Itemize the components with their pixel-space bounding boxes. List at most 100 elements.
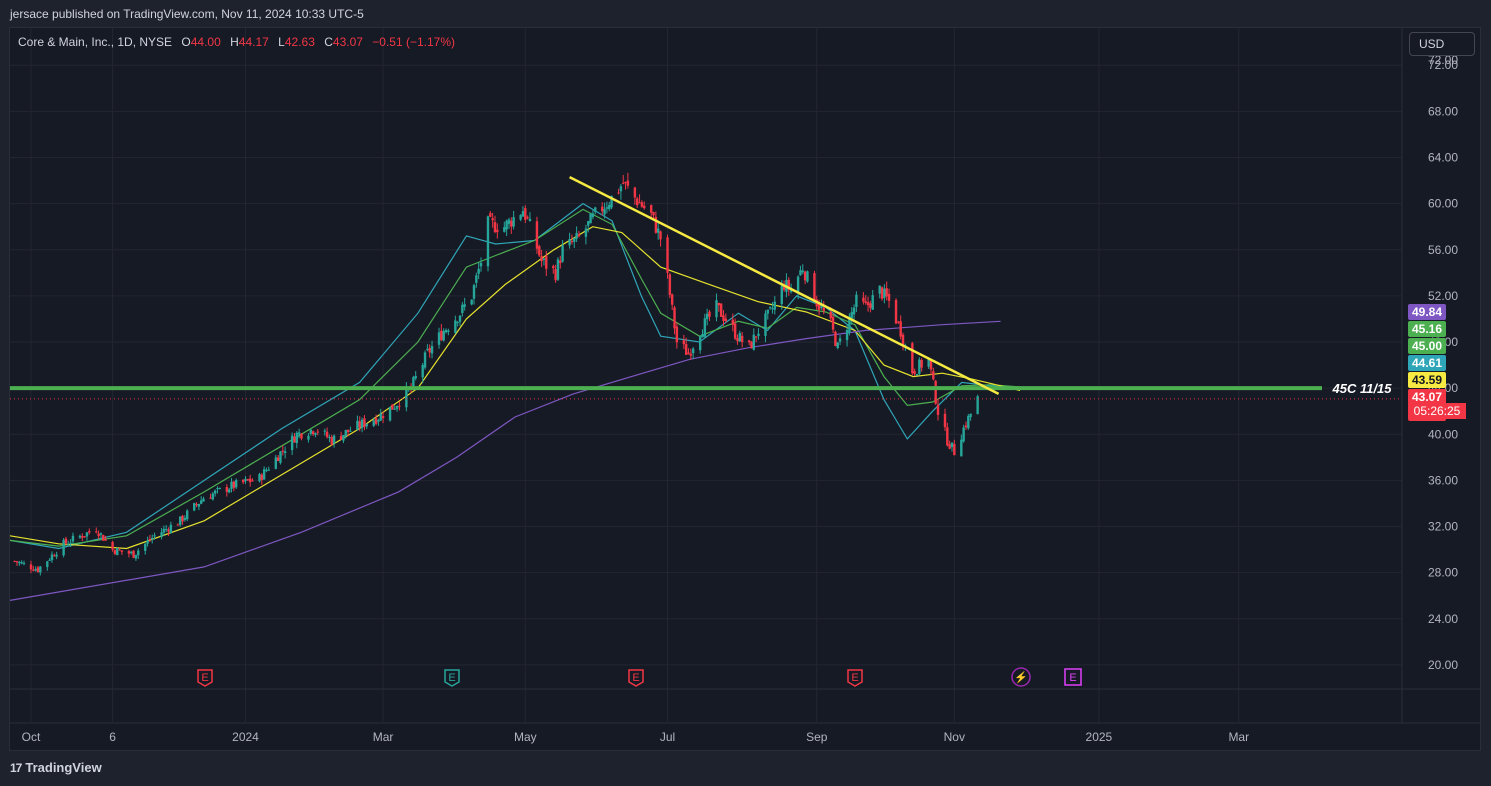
candle-body bbox=[118, 549, 121, 551]
candle-body bbox=[20, 562, 23, 564]
candle-body bbox=[179, 516, 182, 525]
candle bbox=[738, 330, 742, 342]
candle bbox=[932, 367, 935, 381]
candle bbox=[120, 550, 124, 555]
candle-body bbox=[936, 404, 940, 415]
legend-change: −0.51 (−1.17%) bbox=[372, 35, 456, 49]
candle bbox=[267, 466, 271, 472]
candle-body bbox=[708, 311, 711, 317]
candle-body bbox=[393, 408, 396, 410]
price-badge-bg bbox=[1408, 338, 1446, 354]
candle-body bbox=[365, 423, 368, 427]
earnings-event-icon[interactable]: E bbox=[847, 669, 863, 687]
candle-body bbox=[176, 524, 180, 526]
candle bbox=[799, 265, 802, 276]
candle-body bbox=[55, 554, 58, 557]
candle-body bbox=[722, 315, 725, 321]
candle-body bbox=[300, 433, 303, 439]
candle-body bbox=[130, 551, 133, 554]
candle bbox=[374, 414, 378, 426]
candle bbox=[365, 423, 368, 429]
candle-body bbox=[717, 302, 721, 306]
candle bbox=[456, 321, 459, 327]
candle-body bbox=[83, 536, 86, 538]
candle-body bbox=[67, 543, 70, 545]
candle-body bbox=[806, 271, 809, 282]
event-marker-label: E bbox=[632, 672, 639, 684]
candle bbox=[211, 491, 215, 501]
candle-body bbox=[771, 308, 774, 310]
candle-body bbox=[684, 344, 688, 355]
earnings-event-icon[interactable]: E bbox=[197, 669, 213, 687]
candle-body bbox=[703, 318, 707, 337]
candle bbox=[605, 201, 609, 214]
candle-body bbox=[519, 215, 522, 220]
ma-fast-line bbox=[9, 202, 1021, 550]
candle-body bbox=[668, 274, 672, 296]
candle-body bbox=[622, 182, 625, 184]
candle bbox=[722, 310, 725, 326]
candle-body bbox=[395, 406, 399, 409]
candle bbox=[489, 210, 492, 218]
candle bbox=[442, 328, 445, 342]
tradingview-brand: TradingView bbox=[25, 760, 102, 775]
legend-low-value: 42.63 bbox=[284, 35, 315, 49]
candle bbox=[160, 527, 163, 540]
candle bbox=[393, 405, 396, 410]
candle bbox=[752, 328, 755, 351]
candle-body bbox=[787, 279, 790, 290]
candle-body bbox=[248, 478, 252, 483]
earnings-event-icon[interactable]: E bbox=[1064, 668, 1082, 686]
candle bbox=[528, 212, 532, 222]
candle bbox=[458, 315, 462, 327]
earnings-event-icon[interactable]: E bbox=[444, 669, 460, 687]
candle-body bbox=[349, 430, 352, 432]
candle-body bbox=[314, 433, 317, 435]
candle bbox=[691, 347, 695, 360]
candle-body bbox=[444, 329, 448, 333]
candle bbox=[670, 293, 674, 311]
candle-body bbox=[764, 313, 767, 336]
candle-body bbox=[666, 237, 669, 273]
legend-low-label: L bbox=[278, 35, 285, 49]
candle bbox=[314, 432, 317, 438]
split-event-icon[interactable]: ⚡ bbox=[1011, 667, 1031, 687]
x-tick-label: 6 bbox=[109, 730, 116, 744]
candle-body bbox=[836, 342, 839, 349]
candle-body bbox=[64, 538, 68, 544]
candle-body bbox=[323, 430, 326, 432]
candle bbox=[339, 431, 343, 440]
candle bbox=[32, 565, 35, 572]
y-tick-label: 52.00 bbox=[1428, 289, 1458, 303]
y-tick-label: 24.00 bbox=[1428, 612, 1458, 626]
candle-body bbox=[540, 256, 543, 262]
candle-body bbox=[691, 348, 695, 354]
currency-button[interactable]: USD bbox=[1409, 32, 1475, 56]
candle-body bbox=[193, 503, 196, 511]
candle bbox=[684, 337, 688, 356]
candle-body bbox=[561, 245, 564, 262]
candle-body bbox=[820, 306, 823, 308]
candle bbox=[391, 404, 394, 410]
earnings-event-icon[interactable]: E bbox=[628, 669, 644, 687]
candle bbox=[477, 261, 480, 280]
candle-body bbox=[505, 220, 508, 230]
candle bbox=[113, 549, 117, 556]
candle bbox=[116, 547, 119, 556]
candle-body bbox=[151, 537, 154, 540]
candle-body bbox=[528, 218, 532, 222]
candle-body bbox=[475, 275, 478, 283]
event-marker-shield bbox=[847, 669, 863, 687]
candle-body bbox=[127, 551, 131, 554]
candle-body bbox=[307, 435, 310, 440]
candle-body bbox=[603, 209, 606, 215]
price-badge-bg bbox=[1408, 321, 1446, 337]
tradingview-logo[interactable]: 17 TradingView bbox=[10, 760, 102, 775]
candle-body bbox=[817, 303, 821, 310]
candle-body bbox=[95, 531, 98, 533]
candle-body bbox=[554, 269, 557, 281]
candle-body bbox=[780, 285, 783, 305]
candle bbox=[493, 215, 497, 234]
candle-body bbox=[838, 338, 842, 342]
